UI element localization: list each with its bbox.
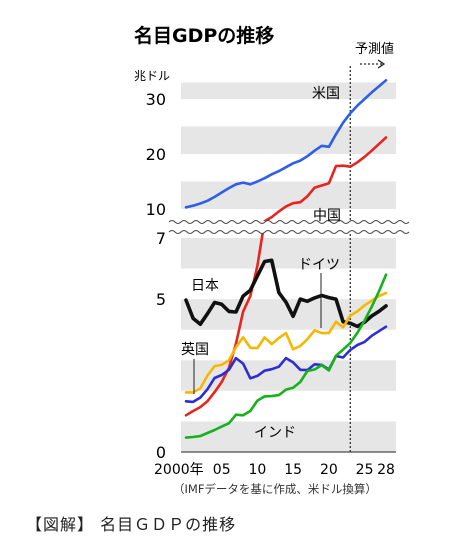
x-tick-label: 28 <box>377 462 395 478</box>
series-label-de: ドイツ <box>298 257 340 273</box>
series-lines <box>184 79 388 439</box>
series-leader-lines <box>193 273 322 394</box>
forecast-label: 予測値 <box>355 41 394 57</box>
background-bands <box>181 82 396 453</box>
series-line <box>184 136 388 417</box>
series-line <box>184 79 388 209</box>
x-tick-label: 25 <box>356 462 374 478</box>
x-tick-label: 2000年 <box>154 462 204 478</box>
series-label-jp: 日本 <box>191 278 219 294</box>
y-tick-labels: 10 20 30 0 5 7 <box>146 90 166 462</box>
x-tick-label: 10 <box>249 462 267 478</box>
series-label-uk: 英国 <box>181 341 209 358</box>
series-line <box>184 273 388 439</box>
x-tick-label: 05 <box>213 462 231 478</box>
y-tick-label: 5 <box>156 290 166 309</box>
y-tick-label: 7 <box>156 229 166 248</box>
series-line <box>184 258 388 329</box>
figure-caption: 【図解】 名目ＧＤＰの推移 <box>26 515 237 534</box>
background-band <box>181 421 396 452</box>
forecast-arrow-icon <box>360 59 386 69</box>
x-tick-labels: 2000年 05 10 15 20 25 28 <box>154 462 395 478</box>
y-tick-label: 30 <box>146 90 166 109</box>
x-tick-label: 20 <box>320 462 338 478</box>
y-tick-label: 0 <box>156 443 166 462</box>
series-label-cn: 中国 <box>313 208 341 224</box>
background-band <box>181 360 396 391</box>
unit-label: 兆ドル <box>134 69 170 83</box>
axis-break-wave <box>168 220 410 224</box>
series-label-us: 米国 <box>312 86 340 102</box>
chart-title: 名目GDPの推移 <box>134 24 274 47</box>
y-tick-label: 10 <box>146 200 166 219</box>
source-note: （IMFデータを基に作成、米ドル換算） <box>173 482 377 496</box>
background-band <box>181 126 396 154</box>
background-band <box>181 238 396 269</box>
series-line <box>184 325 388 404</box>
axis-break-wave <box>168 230 410 234</box>
x-tick-label: 15 <box>284 462 302 478</box>
background-band <box>181 82 396 99</box>
series-line <box>184 291 388 394</box>
series-label-in: インド <box>254 425 296 441</box>
y-tick-label: 20 <box>146 145 166 164</box>
axis-break <box>168 220 410 234</box>
